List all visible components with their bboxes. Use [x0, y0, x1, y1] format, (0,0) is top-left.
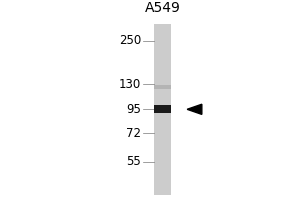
Bar	[154, 105, 171, 113]
Bar	[154, 24, 171, 195]
Bar	[154, 85, 171, 89]
Text: A549: A549	[145, 1, 181, 15]
Text: 250: 250	[119, 34, 141, 47]
Text: 130: 130	[119, 78, 141, 91]
Text: 95: 95	[126, 103, 141, 116]
Polygon shape	[187, 104, 202, 114]
Text: 72: 72	[126, 127, 141, 140]
Text: 55: 55	[126, 155, 141, 168]
